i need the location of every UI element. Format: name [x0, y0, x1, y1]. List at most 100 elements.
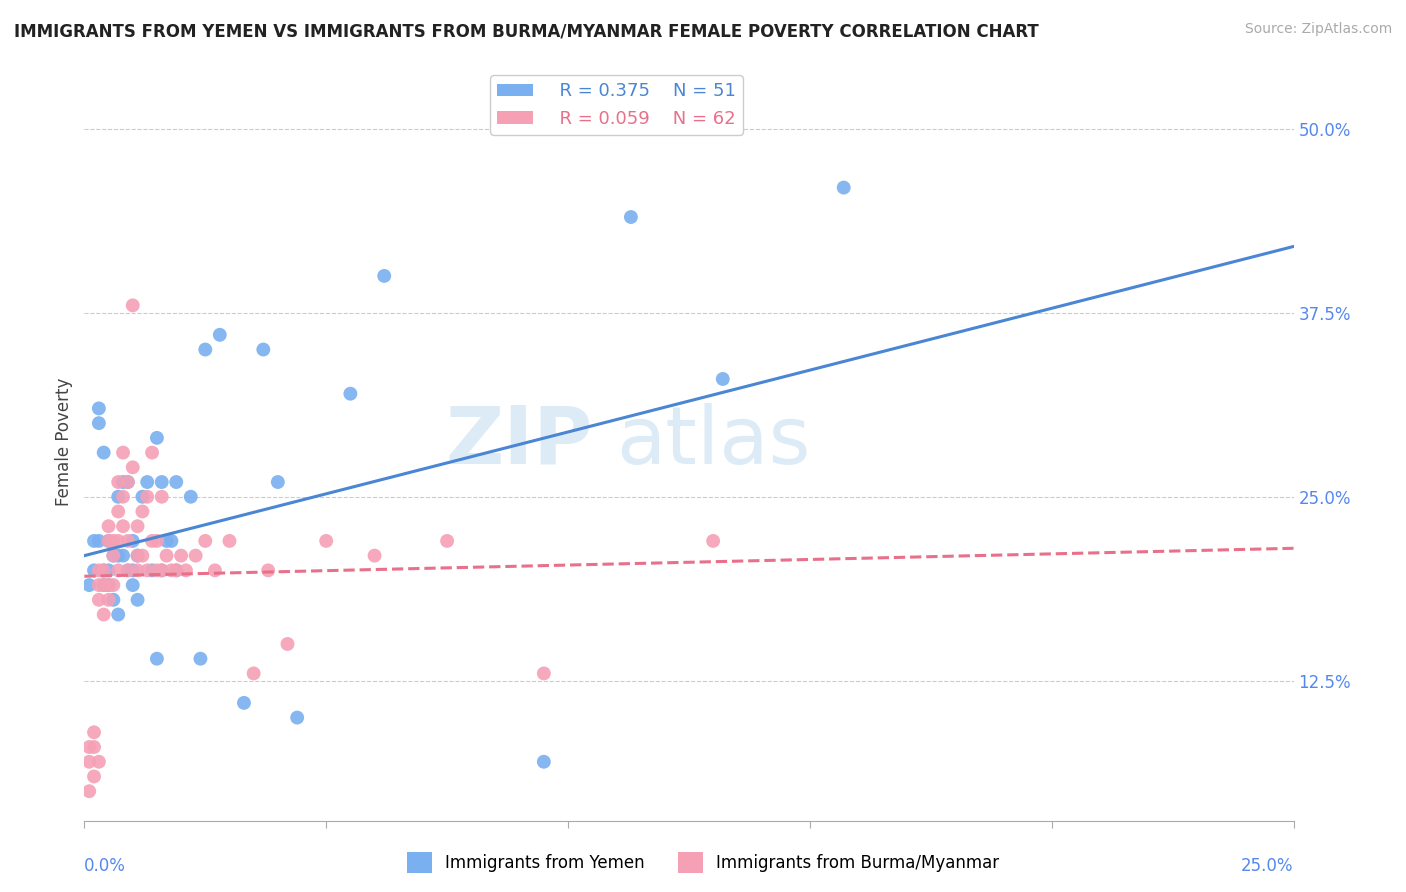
- Point: [97, 563, 120, 577]
- Point: [107, 490, 129, 504]
- Point: [165, 563, 187, 577]
- Point: [112, 519, 135, 533]
- Point: [97, 533, 120, 548]
- Point: [87, 563, 110, 577]
- Point: [146, 431, 169, 445]
- Point: [103, 549, 125, 563]
- Text: IMMIGRANTS FROM YEMEN VS IMMIGRANTS FROM BURMA/MYANMAR FEMALE POVERTY CORRELATIO: IMMIGRANTS FROM YEMEN VS IMMIGRANTS FROM…: [14, 22, 1039, 40]
- Point: [702, 533, 724, 548]
- Point: [93, 607, 115, 622]
- Point: [131, 549, 153, 563]
- Point: [218, 533, 240, 548]
- Point: [87, 755, 110, 769]
- Point: [97, 533, 120, 548]
- Point: [150, 490, 173, 504]
- Point: [107, 607, 129, 622]
- Point: [184, 549, 207, 563]
- Point: [112, 549, 135, 563]
- Point: [77, 784, 100, 798]
- Point: [194, 343, 217, 357]
- Text: 25.0%: 25.0%: [1241, 857, 1294, 875]
- Point: [107, 563, 129, 577]
- Point: [180, 490, 202, 504]
- Point: [121, 533, 143, 548]
- Point: [83, 739, 105, 754]
- Point: [127, 519, 149, 533]
- Y-axis label: Female Poverty: Female Poverty: [55, 377, 73, 506]
- Point: [233, 696, 256, 710]
- Point: [83, 563, 105, 577]
- Text: atlas: atlas: [616, 402, 811, 481]
- Point: [155, 549, 177, 563]
- Point: [131, 504, 153, 518]
- Point: [117, 563, 139, 577]
- Point: [121, 460, 143, 475]
- Point: [165, 563, 187, 577]
- Point: [117, 563, 139, 577]
- Point: [93, 578, 115, 592]
- Point: [146, 651, 169, 665]
- Point: [711, 372, 734, 386]
- Point: [87, 592, 110, 607]
- Point: [117, 533, 139, 548]
- Point: [136, 563, 159, 577]
- Point: [97, 578, 120, 592]
- Point: [112, 475, 135, 489]
- Point: [107, 549, 129, 563]
- Point: [112, 490, 135, 504]
- Point: [339, 386, 361, 401]
- Point: [141, 563, 163, 577]
- Point: [363, 549, 385, 563]
- Point: [208, 327, 231, 342]
- Point: [117, 475, 139, 489]
- Point: [77, 739, 100, 754]
- Point: [103, 533, 125, 548]
- Point: [97, 578, 120, 592]
- Point: [160, 533, 183, 548]
- Point: [436, 533, 458, 548]
- Point: [103, 592, 125, 607]
- Point: [533, 755, 555, 769]
- Point: [121, 298, 143, 312]
- Point: [141, 445, 163, 459]
- Point: [87, 578, 110, 592]
- Point: [107, 504, 129, 518]
- Point: [121, 578, 143, 592]
- Point: [285, 710, 308, 724]
- Point: [103, 578, 125, 592]
- Point: [117, 475, 139, 489]
- Point: [77, 578, 100, 592]
- Point: [87, 416, 110, 430]
- Point: [83, 769, 105, 783]
- Point: [155, 533, 177, 548]
- Point: [77, 755, 100, 769]
- Point: [97, 519, 120, 533]
- Point: [131, 490, 153, 504]
- Legend: Immigrants from Yemen, Immigrants from Burma/Myanmar: Immigrants from Yemen, Immigrants from B…: [399, 846, 1007, 880]
- Text: ZIP: ZIP: [444, 402, 592, 481]
- Point: [107, 475, 129, 489]
- Point: [194, 533, 217, 548]
- Point: [93, 563, 115, 577]
- Point: [150, 475, 173, 489]
- Point: [174, 563, 197, 577]
- Text: Source: ZipAtlas.com: Source: ZipAtlas.com: [1244, 22, 1392, 37]
- Text: 0.0%: 0.0%: [84, 857, 127, 875]
- Point: [170, 549, 193, 563]
- Point: [93, 578, 115, 592]
- Point: [127, 563, 149, 577]
- Point: [97, 592, 120, 607]
- Point: [87, 533, 110, 548]
- Point: [136, 490, 159, 504]
- Point: [103, 549, 125, 563]
- Point: [150, 563, 173, 577]
- Point: [257, 563, 280, 577]
- Point: [93, 563, 115, 577]
- Point: [141, 533, 163, 548]
- Point: [107, 533, 129, 548]
- Point: [242, 666, 264, 681]
- Point: [146, 563, 169, 577]
- Point: [93, 445, 115, 459]
- Point: [267, 475, 290, 489]
- Point: [112, 445, 135, 459]
